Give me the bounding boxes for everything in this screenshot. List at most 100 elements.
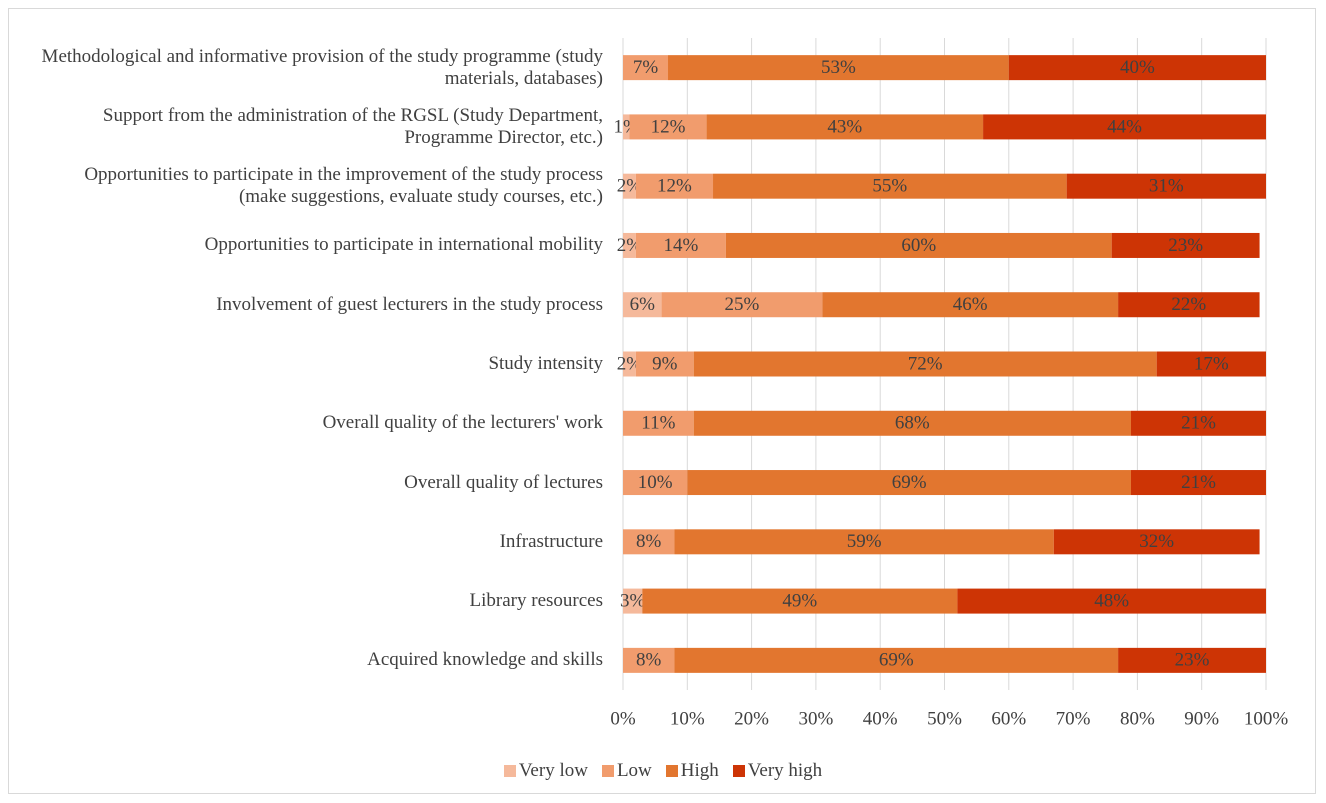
data-label: 43% [827, 116, 862, 137]
legend-item: Very high [732, 760, 823, 782]
data-label: 32% [1139, 531, 1174, 552]
bar-segment [635, 173, 714, 199]
bar-segment [1066, 173, 1266, 199]
bar-segment [1111, 232, 1260, 258]
bar-segment [623, 647, 675, 673]
x-tick-label: 70% [1056, 708, 1091, 729]
legend-swatch [601, 765, 614, 777]
category-label: Acquired knowledge and skills [367, 649, 603, 671]
bar-segment [623, 232, 636, 258]
data-label: 25% [725, 294, 760, 315]
bar-segment [623, 55, 669, 81]
bar-segment [623, 470, 688, 496]
chart-border [8, 8, 1316, 794]
data-label: 49% [782, 590, 817, 611]
data-label: 69% [879, 650, 914, 671]
legend-swatch [732, 765, 745, 777]
legend-item: Low [601, 760, 652, 782]
data-label: 14% [663, 235, 698, 256]
bar-segment [623, 351, 636, 377]
bar-segment [635, 351, 694, 377]
bar-segment [661, 292, 823, 318]
x-tick-label: 40% [863, 708, 898, 729]
x-tick-label: 80% [1120, 708, 1155, 729]
x-tick-label: 60% [991, 708, 1026, 729]
bar-segment [713, 173, 1067, 199]
legend-swatch [503, 765, 516, 777]
data-label: 59% [847, 531, 882, 552]
category-label: Methodological and informative provision… [41, 45, 603, 89]
data-label: 48% [1094, 590, 1129, 611]
data-label: 72% [908, 353, 943, 374]
bar-segment [1156, 351, 1266, 377]
data-label: 8% [636, 531, 662, 552]
bar-segment [623, 588, 643, 614]
category-label: Overall quality of the lecturers' work [322, 412, 603, 434]
category-label: Opportunities to participate in the impr… [84, 164, 603, 208]
data-label: 8% [636, 650, 662, 671]
data-label: 23% [1175, 650, 1210, 671]
data-label: 22% [1171, 294, 1206, 315]
bar-segment [957, 588, 1266, 614]
bar-segment [635, 232, 726, 258]
data-label: 23% [1168, 235, 1203, 256]
category-label: Support from the administration of the R… [102, 104, 603, 148]
data-label: 44% [1107, 116, 1142, 137]
bar-segment [822, 292, 1119, 318]
data-label: 68% [895, 413, 930, 434]
category-label: Infrastructure [499, 530, 603, 552]
legend-item: High [665, 760, 719, 782]
category-label: Library resources [469, 590, 603, 612]
legend-label: Low [616, 760, 652, 781]
bar-segment [629, 114, 707, 140]
data-label: 7% [633, 57, 659, 78]
data-label: 31% [1149, 176, 1184, 197]
x-tick-label: 30% [798, 708, 833, 729]
data-label: 3% [620, 590, 646, 611]
bar-segment [623, 173, 636, 199]
category-label: Study intensity [488, 353, 603, 374]
legend-item: Very low [503, 760, 588, 782]
bar-segment [623, 114, 630, 140]
bar-segment [1008, 55, 1266, 81]
x-tick-label: 50% [927, 708, 962, 729]
bar-segment [674, 647, 1119, 673]
bar-segment [693, 351, 1157, 377]
x-tick-label: 100% [1244, 708, 1289, 729]
bar-segment [983, 114, 1266, 140]
data-label: 10% [638, 472, 673, 493]
data-label: 12% [651, 116, 686, 137]
bar-segment [693, 410, 1131, 436]
x-tick-label: 10% [670, 708, 705, 729]
bar-segment [623, 529, 675, 555]
bar-segment [674, 529, 1054, 555]
x-tick-label: 0% [610, 708, 636, 729]
data-label: 12% [657, 176, 692, 197]
category-label: Overall quality of lectures [404, 471, 603, 493]
legend-label: High [680, 760, 719, 781]
bar-segment [725, 232, 1112, 258]
bar-segment [1130, 410, 1266, 436]
bar-segment [642, 588, 958, 614]
legend-label: Very low [518, 760, 588, 781]
bar-segment [623, 410, 694, 436]
data-label: 6% [630, 294, 656, 315]
bar-segment [1118, 292, 1260, 318]
data-label: 46% [953, 294, 988, 315]
data-label: 11% [641, 413, 675, 434]
data-label: 21% [1181, 413, 1216, 434]
category-label: Opportunities to participate in internat… [204, 234, 603, 256]
bar-segment [1118, 647, 1266, 673]
data-label: 53% [821, 57, 856, 78]
category-label: Involvement of guest lecturers in the st… [216, 293, 603, 315]
data-label: 9% [652, 353, 678, 374]
data-label: 55% [872, 176, 907, 197]
data-label: 40% [1120, 57, 1155, 78]
bar-segment [1053, 529, 1260, 555]
bar-segment [623, 292, 662, 318]
legend-label: Very high [747, 760, 823, 781]
legend: Very low Low High Very high [0, 760, 1326, 782]
bar-segment [687, 470, 1131, 496]
x-tick-label: 90% [1184, 708, 1219, 729]
